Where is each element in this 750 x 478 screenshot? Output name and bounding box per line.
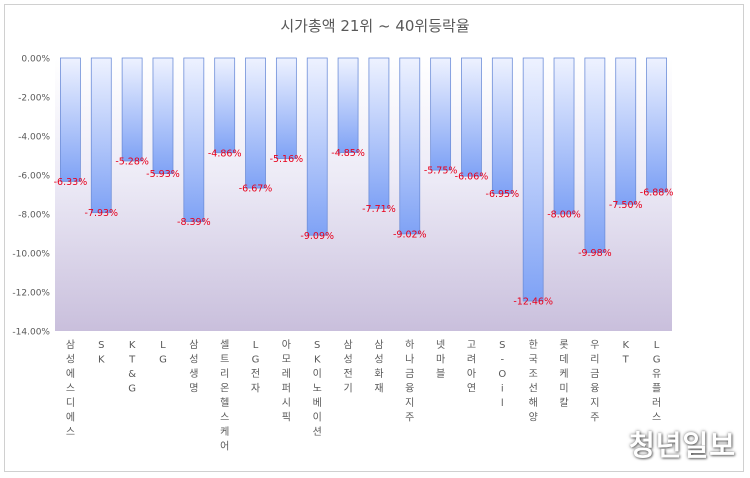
bar-15 — [491, 57, 513, 194]
x-tick-label: K T & G — [128, 340, 136, 395]
bar-5 — [183, 57, 205, 223]
y-tick-label: -10.00% — [12, 250, 50, 260]
chart-title: 시가총액 21위 ~ 40위등락율 — [280, 17, 469, 35]
y-tick-label: 0.00% — [21, 55, 50, 65]
bar-17 — [553, 57, 575, 215]
data-label: -5.28% — [115, 156, 149, 167]
bar-13 — [430, 57, 452, 171]
y-tick-label: -6.00% — [18, 172, 50, 182]
data-label: -7.50% — [609, 200, 643, 211]
y-tick-label: -8.00% — [18, 211, 50, 221]
data-label: -5.93% — [146, 169, 180, 180]
plot-area — [55, 58, 672, 331]
bar-14 — [461, 57, 482, 177]
x-tick-label: S -O i l — [498, 340, 506, 409]
data-label: -6.67% — [239, 184, 273, 195]
bar-10 — [337, 57, 359, 153]
watermark-logo: 청년일보 — [628, 429, 736, 462]
bar-7 — [245, 57, 266, 189]
data-label: -8.39% — [177, 217, 211, 228]
data-label: -6.95% — [486, 189, 520, 200]
bar-16 — [522, 57, 544, 302]
bar-11 — [368, 57, 390, 209]
data-label: -9.02% — [393, 229, 427, 240]
data-label: -9.98% — [578, 248, 612, 259]
data-label: -9.09% — [300, 231, 334, 242]
y-tick-label: -2.00% — [18, 94, 50, 104]
bar-20 — [646, 57, 667, 193]
data-label: -6.88% — [640, 188, 674, 199]
bar-2 — [90, 57, 112, 214]
data-label: -8.00% — [547, 210, 581, 221]
bar-1 — [60, 57, 81, 182]
data-label: -6.33% — [54, 177, 88, 188]
bar-9 — [306, 57, 328, 236]
y-tick-label: -12.00% — [12, 289, 50, 299]
bar-19 — [615, 57, 637, 205]
data-label: -5.75% — [424, 166, 458, 177]
y-tick-label: -4.00% — [18, 133, 50, 143]
y-tick-label: -14.00% — [12, 328, 50, 338]
data-label: -5.16% — [270, 154, 304, 165]
bar-4 — [152, 57, 174, 175]
bar-18 — [584, 57, 606, 254]
data-label: -4.85% — [331, 148, 365, 159]
bar-6 — [214, 57, 236, 154]
bar-3 — [121, 57, 143, 162]
data-label: -7.71% — [362, 204, 396, 215]
data-label: -6.06% — [455, 172, 489, 183]
bar-8 — [275, 57, 297, 160]
bar-12 — [399, 57, 421, 235]
data-label: -4.86% — [208, 148, 242, 159]
data-label: -12.46% — [513, 296, 553, 307]
data-label: -7.93% — [84, 208, 118, 219]
